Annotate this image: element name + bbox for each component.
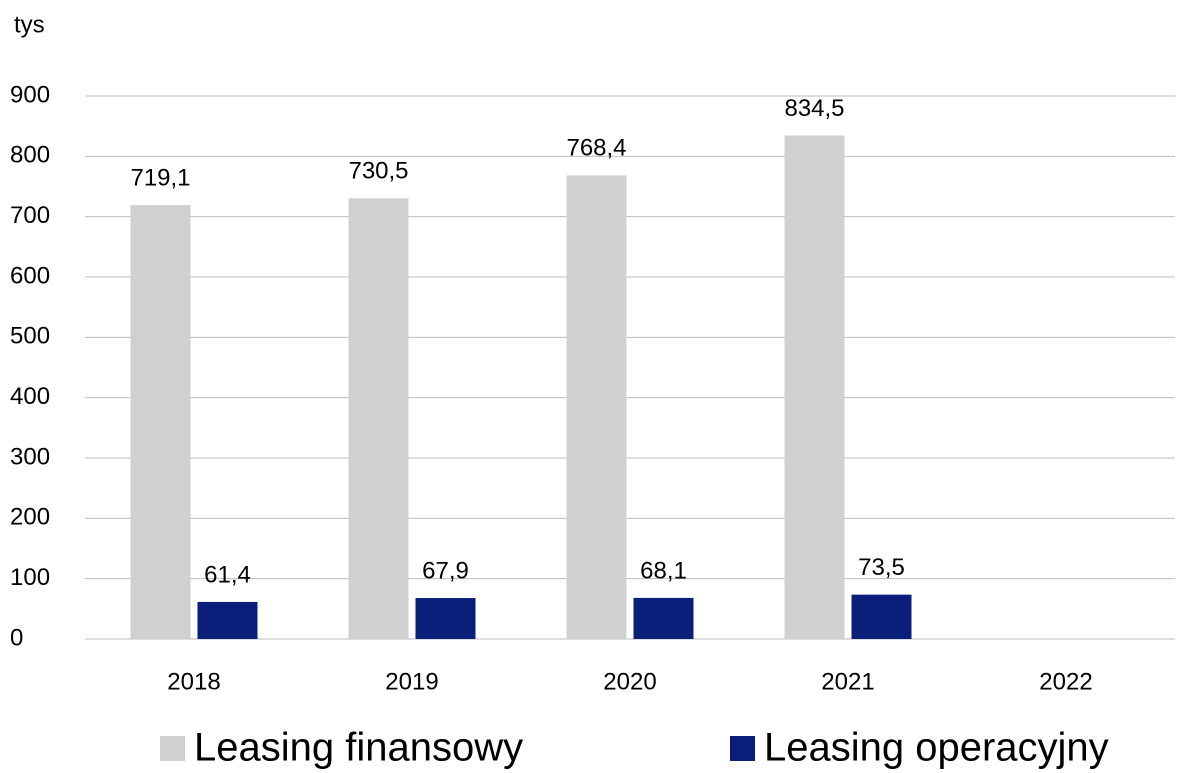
data-label: 719,1	[130, 164, 190, 191]
x-tick-label: 2021	[821, 668, 874, 695]
data-label: 768,4	[566, 135, 626, 162]
y-tick-label: 100	[10, 564, 50, 591]
bar	[633, 597, 694, 639]
y-tick-label: 700	[10, 202, 50, 229]
bar	[851, 594, 912, 639]
data-label: 68,1	[640, 557, 687, 584]
y-tick-label: 900	[10, 81, 50, 108]
y-tick-label: 0	[10, 624, 23, 651]
bar	[566, 175, 627, 639]
y-tick-label: 600	[10, 262, 50, 289]
y-tick-label: 300	[10, 443, 50, 470]
legend-swatch	[160, 736, 185, 761]
legend-label: Leasing operacyjny	[764, 726, 1109, 770]
x-tick-label: 2019	[385, 668, 438, 695]
y-axis-label: tys	[14, 11, 45, 38]
y-tick-label: 500	[10, 323, 50, 350]
legend-swatch	[730, 736, 755, 761]
data-label: 730,5	[348, 158, 408, 185]
bar	[348, 198, 409, 639]
x-tick-label: 2020	[603, 668, 656, 695]
data-label: 61,4	[204, 561, 251, 588]
data-label: 834,5	[784, 95, 844, 122]
data-label: 67,9	[422, 557, 469, 584]
x-tick-label: 2022	[1039, 668, 1092, 695]
y-tick-label: 200	[10, 504, 50, 531]
bar	[784, 135, 845, 640]
bar	[130, 205, 191, 639]
y-tick-label: 400	[10, 383, 50, 410]
legend-label: Leasing finansowy	[194, 726, 523, 770]
x-tick-label: 2018	[167, 668, 220, 695]
bar	[415, 598, 476, 639]
y-tick-label: 800	[10, 142, 50, 169]
bar	[197, 601, 258, 639]
data-label: 73,5	[858, 554, 905, 581]
